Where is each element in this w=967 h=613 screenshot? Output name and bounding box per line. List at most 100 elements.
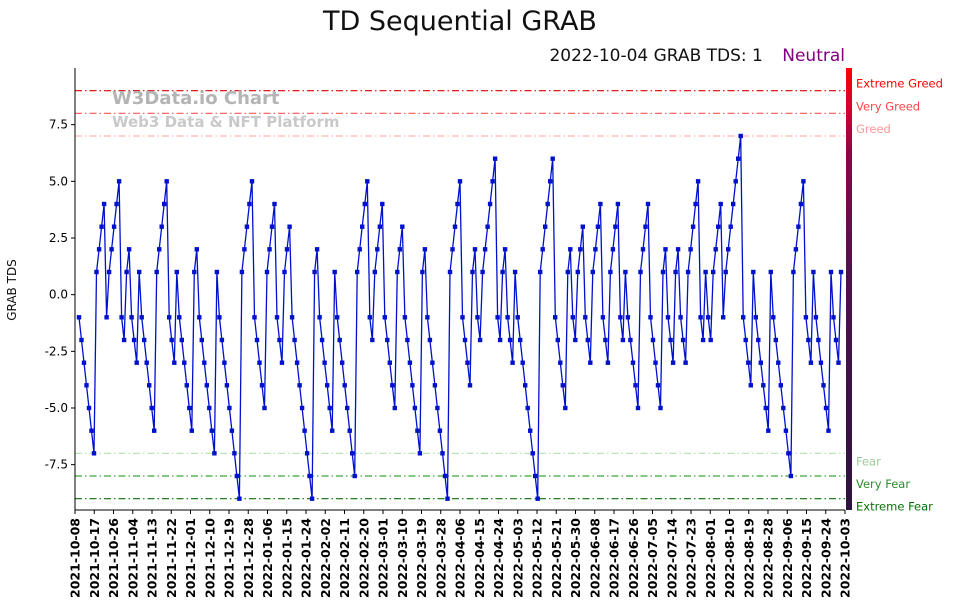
x-tick-label: 2022-06-17 (607, 518, 622, 598)
tds-marker (330, 428, 335, 433)
tds-marker (738, 133, 743, 139)
tds-marker (184, 383, 189, 388)
tds-marker (630, 360, 636, 365)
tds-marker (670, 360, 676, 365)
tds-marker (736, 156, 741, 161)
tds-marker (382, 315, 387, 320)
tds-marker (523, 383, 528, 388)
tds-marker (831, 315, 836, 320)
threshold-label: Fear (856, 454, 881, 468)
tds-marker (545, 201, 550, 207)
tds-marker (111, 224, 117, 229)
tds-marker (788, 473, 794, 479)
tds-marker (229, 428, 235, 433)
tds-marker (477, 337, 483, 343)
tds-marker (370, 337, 375, 343)
tds-marker (405, 337, 410, 343)
tds-marker (76, 315, 82, 320)
tds-marker (342, 383, 347, 388)
tds-marker (836, 360, 841, 365)
tds-marker (518, 337, 523, 343)
tds-marker (462, 337, 468, 343)
tds-marker (214, 269, 220, 275)
tds-marker (297, 383, 302, 388)
tds-marker (583, 315, 588, 320)
tds-marker (685, 269, 691, 275)
tds-marker (733, 179, 738, 184)
tds-marker (758, 360, 763, 365)
tds-marker (239, 269, 245, 275)
x-tick-label: 2022-07-23 (684, 518, 699, 598)
tds-marker (299, 405, 305, 411)
tds-marker (417, 451, 423, 456)
x-tick-label: 2021-12-01 (183, 518, 198, 598)
tds-marker (753, 315, 758, 320)
threshold-label: Greed (856, 122, 891, 136)
tds-marker (598, 201, 603, 207)
tds-marker (217, 315, 222, 320)
tds-marker (312, 269, 317, 275)
x-tick-label: 2022-03-01 (376, 518, 391, 598)
y-tick-label: 5.0 (49, 174, 68, 188)
tds-marker (615, 201, 621, 207)
tds-marker (367, 315, 372, 320)
tds-marker (385, 337, 390, 343)
tds-marker (613, 224, 618, 229)
y-tick-label: -2.5 (45, 344, 68, 358)
tds-marker (425, 315, 430, 320)
tds-marker (272, 201, 277, 207)
tds-marker (154, 269, 159, 275)
tds-marker (340, 360, 345, 365)
threshold-label: Very Greed (856, 99, 920, 113)
tds-marker (159, 224, 164, 229)
tds-marker (447, 269, 453, 275)
tds-marker (467, 383, 473, 388)
tds-marker (618, 315, 623, 320)
tds-marker (793, 247, 799, 252)
tds-marker (650, 337, 656, 343)
tds-marker (660, 269, 666, 275)
tds-marker (282, 269, 287, 275)
tds-marker (249, 179, 255, 184)
tds-marker (194, 247, 199, 252)
tds-marker (828, 269, 834, 275)
tds-marker (380, 201, 385, 207)
tds-marker (823, 405, 829, 411)
subtitle-status: Neutral (782, 46, 845, 66)
tds-marker (813, 315, 819, 320)
tds-marker (395, 269, 400, 275)
tds-marker (781, 405, 786, 411)
tds-marker (623, 269, 628, 275)
tds-marker (89, 428, 94, 433)
tds-marker (129, 315, 134, 320)
tds-marker (570, 315, 575, 320)
tds-marker (475, 315, 480, 320)
tds-marker (668, 337, 673, 343)
tds-marker (713, 247, 718, 252)
tds-marker (540, 247, 545, 252)
tds-marker (314, 247, 320, 252)
tds-marker (392, 405, 397, 411)
x-tick-label: 2022-03-10 (395, 518, 410, 598)
tds-marker (435, 405, 440, 411)
tds-marker (152, 428, 157, 433)
tds-marker (81, 360, 87, 365)
x-tick-label: 2022-05-30 (568, 518, 583, 598)
tds-marker (580, 224, 585, 229)
tds-marker (791, 269, 796, 275)
tds-marker (505, 315, 510, 320)
tds-marker (748, 383, 753, 388)
tds-marker (645, 201, 651, 207)
tds-marker (322, 360, 327, 365)
tds-marker (267, 247, 272, 252)
tds-marker (254, 337, 260, 343)
x-tick-label: 2021-10-08 (68, 518, 83, 598)
tds-marker (84, 383, 89, 388)
threshold-label: Extreme Fear (856, 500, 933, 514)
tds-marker (390, 383, 395, 388)
tds-marker (207, 405, 212, 411)
tds-marker (590, 269, 595, 275)
tds-marker (197, 315, 202, 320)
